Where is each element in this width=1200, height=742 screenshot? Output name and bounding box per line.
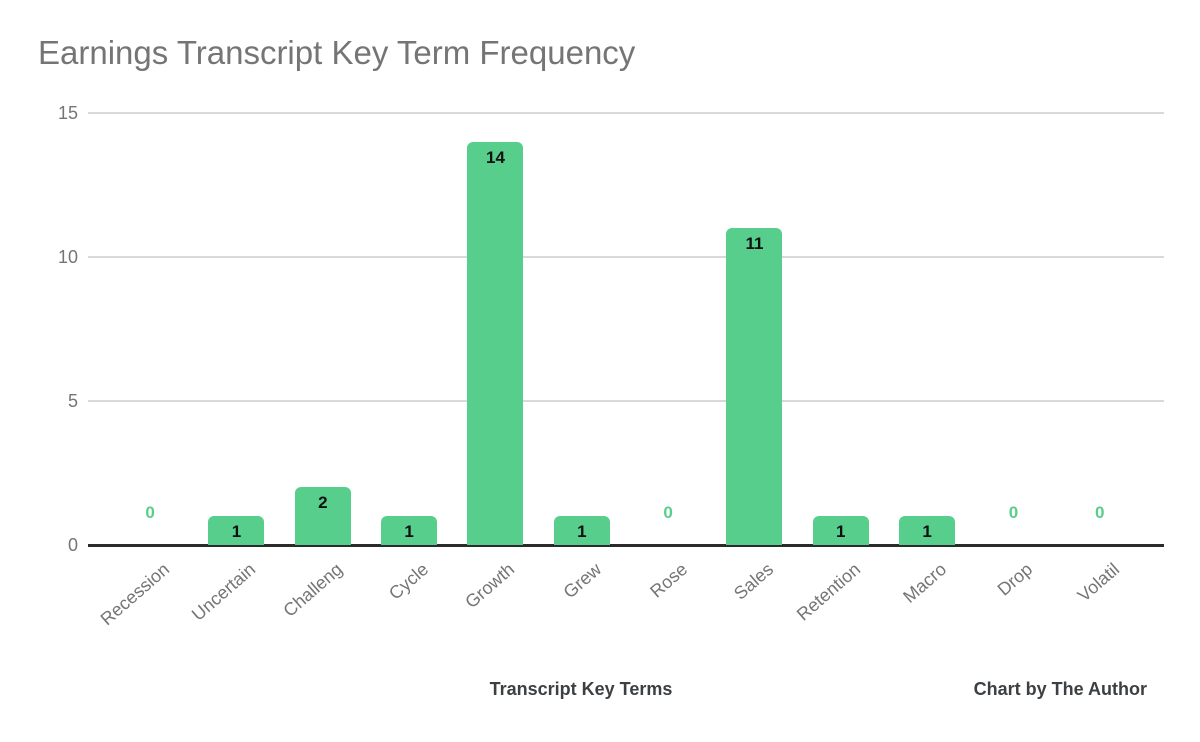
bar-value-label-cycle: 1 <box>404 522 414 542</box>
x-axis-title: Transcript Key Terms <box>489 679 673 699</box>
bar-slot-challeng: 2 <box>280 113 366 545</box>
bar-value-label-grew: 1 <box>577 522 587 542</box>
x-tick-label-cycle: Cycle <box>385 559 433 604</box>
bar-value-label-volatil: 0 <box>1095 503 1105 522</box>
bar-grew[interactable] <box>553 516 610 545</box>
x-tick-label-recession: Recession <box>96 559 174 630</box>
y-tick-label-0: 0 <box>67 535 78 555</box>
x-tick-label-drop: Drop <box>994 559 1037 600</box>
bar-slot-sales: 11 <box>711 113 797 545</box>
x-tick-label-challeng: Challeng <box>279 559 346 621</box>
bar-cycle[interactable] <box>381 516 438 545</box>
bar-value-label-macro: 1 <box>922 522 932 542</box>
bar-retention[interactable] <box>812 516 869 545</box>
bar-value-label-recession: 0 <box>145 503 155 522</box>
x-tick-label-uncertain: Uncertain <box>188 559 260 625</box>
bar-slot-macro: 1 <box>884 113 970 545</box>
bar-value-label-rose: 0 <box>663 503 673 522</box>
y-tick-label-10: 10 <box>57 247 78 267</box>
bar-uncertain[interactable] <box>208 516 265 545</box>
bar-slot-uncertain: 1 <box>193 113 279 545</box>
bar-value-label-retention: 1 <box>836 522 846 542</box>
bar-value-label-uncertain: 1 <box>231 522 242 542</box>
y-tick-label-15: 15 <box>57 103 78 123</box>
x-tick-label-retention: Retention <box>792 559 864 625</box>
chart-credit: Chart by The Author <box>973 679 1147 699</box>
x-tick-label-volatil: Volatil <box>1073 559 1123 606</box>
bar-value-label-drop: 0 <box>1008 503 1019 522</box>
bar-slot-rose: 0 <box>625 113 711 545</box>
bar-slot-retention: 1 <box>798 113 884 545</box>
bars-container: 0 1 2 1 14 1 0 11 1 1 0 0 <box>107 113 1143 545</box>
bar-value-label-growth: 14 <box>486 147 505 167</box>
x-tick-label-grew: Grew <box>559 559 605 603</box>
bar-sales[interactable] <box>726 228 783 545</box>
bar-slot-growth: 14 <box>452 113 538 545</box>
x-tick-label-rose: Rose <box>646 559 692 602</box>
bar-growth[interactable] <box>467 141 524 545</box>
x-tick-label-growth: Growth <box>461 559 519 613</box>
bar-slot-grew: 1 <box>539 113 625 545</box>
bar-value-label-challeng: 2 <box>318 493 328 513</box>
y-tick-label-5: 5 <box>67 391 78 411</box>
gridline-5 <box>88 400 1164 402</box>
bar-slot-drop: 0 <box>970 113 1056 545</box>
bar-slot-cycle: 1 <box>366 113 452 545</box>
bar-value-label-sales: 11 <box>745 234 764 254</box>
bar-slot-volatil: 0 <box>1057 113 1143 545</box>
gridline-10 <box>88 256 1164 258</box>
bar-macro[interactable] <box>899 516 956 545</box>
bar-challeng[interactable] <box>294 487 351 545</box>
x-axis-line <box>88 543 1164 547</box>
chart-title: Earnings Transcript Key Term Frequency <box>38 34 636 71</box>
gridline-15 <box>88 112 1164 114</box>
x-tick-label-sales: Sales <box>730 559 778 604</box>
x-tick-label-macro: Macro <box>899 559 951 607</box>
bar-slot-recession: 0 <box>107 113 193 545</box>
